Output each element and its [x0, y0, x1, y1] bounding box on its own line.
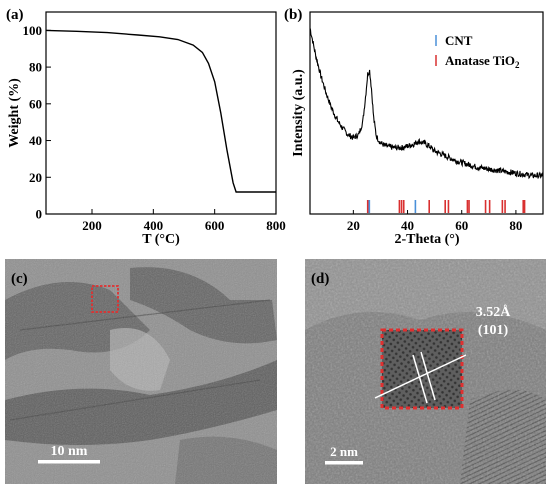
- panel-a-y-tick-label: 20: [29, 170, 42, 185]
- panel-a-y-label: Weight (%): [7, 78, 22, 148]
- panel-b-plot-frame: [309, 11, 544, 215]
- panel-a-x-tick-label: 200: [82, 218, 102, 233]
- panel-a-y-tick-label: 80: [29, 60, 42, 75]
- legend-cnt-label: CNT: [445, 33, 473, 48]
- panel-a-letter: (a): [6, 7, 24, 23]
- panel-d-fringe-marker: [412, 354, 428, 404]
- panel-c-texture: [5, 259, 277, 484]
- panel-d-measure-line: [374, 354, 467, 399]
- panel-b-x-tick-label: 80: [509, 218, 522, 233]
- panel-b-x-tick-label: 40: [401, 218, 414, 233]
- panel-b-legend: CNT Anatase TiO2: [435, 33, 520, 70]
- panel-b-xrd-pattern: [309, 27, 544, 180]
- panel-b-x-tick-label: 20: [347, 218, 360, 233]
- panel-d-scale-bar: [325, 461, 363, 465]
- panel-d-fringe-marker: [420, 351, 436, 401]
- panel-a-y-tick-label: 0: [36, 207, 43, 222]
- panel-d-highlight-box: [380, 328, 464, 410]
- panel-b-x-tick-label: 60: [455, 218, 468, 233]
- panel-a-x-tick-label: 400: [144, 218, 164, 233]
- panel-a-x-tick-label: 800: [266, 218, 286, 233]
- panel-d-hrtem-image: 3.52Å (101) 2 nm (d): [305, 259, 546, 484]
- panel-c-tem-image: 10 nm (c): [5, 259, 277, 484]
- legend-tio2-label: Anatase TiO2: [445, 53, 520, 70]
- panel-a-weight-curve: [45, 29, 276, 193]
- panel-b-y-label: Intensity (a.u.): [291, 69, 306, 157]
- panel-a-y-tick-label: 60: [29, 96, 42, 111]
- panel-a-plot-frame: [45, 11, 277, 215]
- panel-d-lattice-region: [382, 330, 462, 408]
- panel-a-chart: (a) 200 400 600 800 0 20 40 60 80 100 T (°C) Wei…: [6, 7, 286, 247]
- panel-c-highlight-box: [91, 285, 119, 313]
- panel-d-spacing-label: 3.52Å: [476, 304, 512, 320]
- panel-a-y-tick-label: 100: [23, 23, 43, 38]
- panel-a-x-label: T (°C): [142, 232, 180, 247]
- panel-c-letter: (c): [11, 271, 28, 287]
- panel-a-x-tick-label: 600: [205, 218, 225, 233]
- panel-d-letter: (d): [311, 271, 329, 287]
- panel-c-scale-bar: [38, 460, 100, 464]
- panel-d-plane-label: (101): [478, 323, 509, 338]
- panel-b-chart: (b) 20 40 60 80 CNT Anatase TiO2 2-Theta (°…: [284, 7, 544, 247]
- panel-c-scale-label: 10 nm: [51, 444, 88, 459]
- panel-b-x-label: 2-Theta (°): [394, 232, 459, 247]
- panel-d-scale-label: 2 nm: [330, 444, 358, 459]
- panel-a-y-tick-label: 40: [29, 133, 42, 148]
- panel-b-letter: (b): [284, 7, 302, 23]
